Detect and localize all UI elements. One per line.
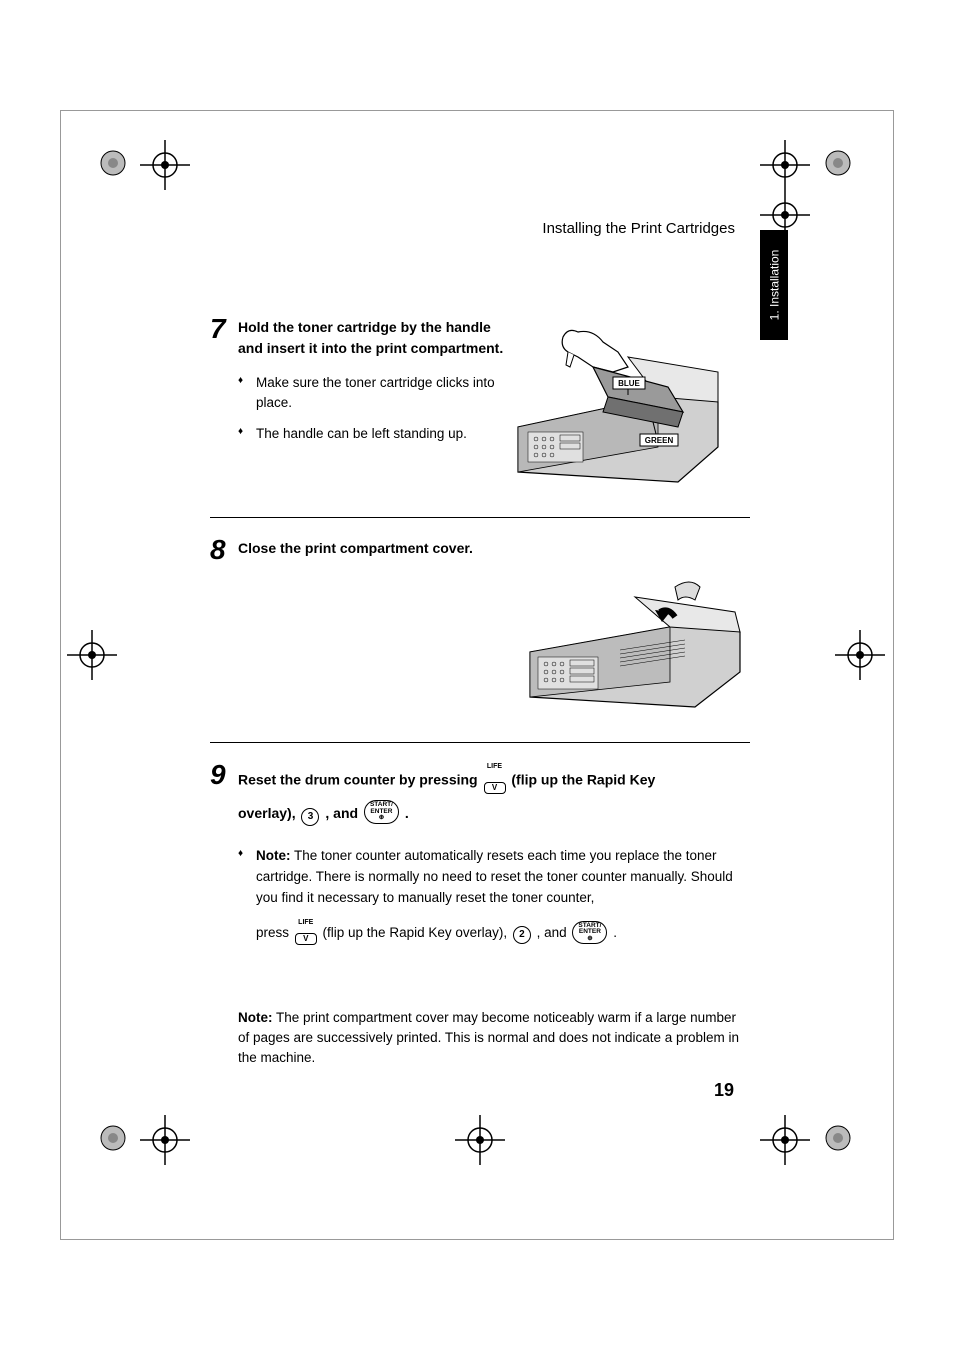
note-lead: Note: [256,848,291,863]
life-v-key-2: LIFE V [295,919,317,948]
note-body: The toner counter automatically resets e… [256,848,733,905]
start-enter-key: START/ENTER⊕ [364,800,399,828]
bottom-note-body: The print compartment cover may become n… [238,1010,739,1066]
step-7-title: Hold the toner cartridge by the handle a… [238,317,508,359]
regmark-tl [135,135,195,195]
step-7-illustration: BLUE GREEN [508,317,728,487]
key-2: 2 [513,923,531,944]
step-7-bullets: Make sure the toner cartridge clicks int… [238,373,508,444]
start-enter-key-2: START/ENTER⊕ [572,921,607,947]
regmark-ml [62,625,122,685]
divider-2 [210,742,750,743]
side-tab-label: 1. Installation [767,250,781,321]
step-7-bullet-1: Make sure the toner cartridge clicks int… [238,373,508,414]
page-content: Installing the Print Cartridges 7 Hold t… [210,220,750,1099]
disc-bl [100,1125,126,1151]
step-7: 7 Hold the toner cartridge by the handle… [210,317,750,487]
step-9-number: 9 [210,761,238,789]
step-9: 9 Reset the drum counter by pressing LIF… [210,763,750,1069]
step-8-number: 8 [210,536,238,564]
step-8-title: Close the print compartment cover. [238,538,750,559]
regmark-tr2 [755,185,815,245]
regmark-bl [135,1110,195,1170]
blue-label: BLUE [618,379,640,388]
step-9-line2c: . [405,805,409,821]
disc-tr [825,150,851,176]
step-9-note: Note: The toner counter automatically re… [238,846,750,948]
key-3: 3 [301,800,319,828]
disc-br [825,1125,851,1151]
step-9-mid1: (flip up the Rapid Key [511,772,655,788]
page-header-title: Installing the Print Cartridges [210,220,750,237]
divider-1 [210,517,750,518]
step-7-bullet-2: The handle can be left standing up. [238,424,508,444]
step-9-line2b: , and [325,805,362,821]
step-9-prefix: Reset the drum counter by pressing [238,772,482,788]
side-tab-installation: 1. Installation [760,230,788,340]
regmark-bc [450,1110,510,1170]
step-8: 8 Close the print compartment cover. [210,538,750,712]
step-8-illustration [520,572,750,712]
bottom-note: Note: The print compartment cover may be… [238,1008,750,1069]
step-7-number: 7 [210,315,238,343]
step-9-note-line2: press LIFE V (flip up the Rapid Key over… [256,919,750,948]
bottom-note-lead: Note: [238,1010,273,1025]
disc-tl [100,150,126,176]
step-9-line2a: overlay), [238,805,299,821]
step-9-instruction: Reset the drum counter by pressing LIFE … [238,763,750,828]
page-number: 19 [714,1080,734,1101]
life-v-key: LIFE V [484,763,506,799]
step-9-note-list: Note: The toner counter automatically re… [238,846,750,948]
regmark-br [755,1110,815,1170]
green-label: GREEN [645,436,674,445]
regmark-mr [830,625,890,685]
